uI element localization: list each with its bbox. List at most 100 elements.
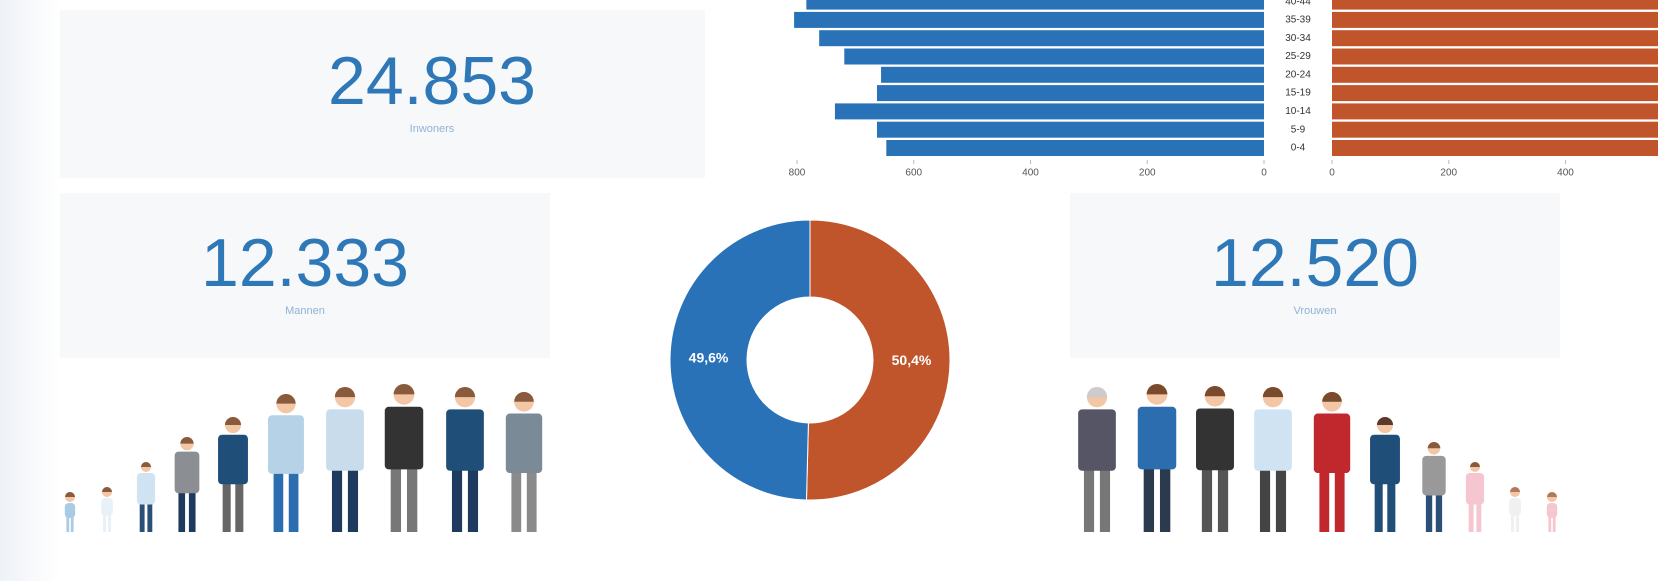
person-body	[1509, 498, 1521, 516]
person-leg	[452, 467, 462, 532]
person-leg	[1476, 501, 1481, 533]
person-leg	[1426, 492, 1432, 533]
bar	[835, 103, 1264, 119]
page: 24.853 Inwoners 12.333 Mannen 12.520 Vro…	[0, 0, 1658, 581]
person-body	[1254, 409, 1292, 470]
x-tick-label: 400	[1557, 168, 1574, 179]
person-leg	[1160, 465, 1170, 532]
person-hair	[276, 394, 295, 404]
person-leg	[1387, 480, 1395, 532]
person-leg	[140, 501, 145, 533]
person-leg	[1436, 492, 1442, 533]
person-leg	[189, 489, 196, 532]
person-hair	[180, 437, 193, 444]
dashboard: 24.853 Inwoners 12.333 Mannen 12.520 Vro…	[0, 0, 1658, 581]
bar	[1332, 0, 1658, 10]
bar	[1332, 85, 1658, 101]
person-leg	[274, 470, 284, 532]
person-leg	[147, 501, 152, 533]
person-hair	[1377, 417, 1393, 425]
person-body	[175, 452, 200, 494]
category-label: 15-19	[1285, 88, 1311, 99]
category-label: 20-24	[1285, 69, 1311, 80]
kpi-label: Vrouwen	[1293, 305, 1336, 317]
person-leg	[407, 465, 417, 532]
person-leg	[1144, 465, 1154, 532]
person-hair	[394, 384, 415, 394]
bar	[794, 12, 1264, 28]
person-leg	[1084, 467, 1094, 532]
person-leg	[178, 489, 185, 532]
person-leg	[391, 465, 401, 532]
bar	[886, 140, 1264, 156]
person-leg	[332, 467, 342, 532]
person-leg	[1202, 466, 1212, 532]
person-body	[1466, 473, 1484, 505]
person-leg	[468, 467, 478, 532]
person-hair	[1547, 492, 1557, 497]
bar	[844, 49, 1264, 65]
bar	[806, 0, 1264, 10]
person-leg	[1260, 467, 1270, 532]
person-body	[218, 435, 248, 485]
kpi-value: 12.333	[201, 225, 409, 301]
person-leg	[289, 470, 299, 532]
person-body	[1547, 503, 1557, 518]
kpi-label: Inwoners	[410, 123, 455, 135]
person-hair	[1322, 392, 1342, 402]
person-body	[1370, 435, 1400, 485]
person-leg	[511, 469, 521, 532]
person-hair	[225, 417, 241, 425]
x-tick-label: 800	[789, 168, 806, 179]
person-hair	[335, 387, 355, 397]
person-leg	[1319, 469, 1329, 532]
person-leg	[1276, 467, 1286, 532]
kpi-value: 24.853	[328, 43, 536, 119]
x-tick-label: 0	[1329, 168, 1335, 179]
person-leg	[1375, 480, 1383, 532]
bar	[1332, 12, 1658, 28]
person-leg	[1218, 466, 1228, 532]
category-label: 25-29	[1285, 51, 1311, 62]
person-leg	[223, 480, 231, 532]
person-hair	[65, 492, 75, 497]
person-leg	[1335, 469, 1345, 532]
category-label: 10-14	[1285, 106, 1311, 117]
x-tick-label: 400	[1022, 168, 1039, 179]
kpi-label: Mannen	[285, 305, 325, 317]
bar	[1332, 67, 1658, 83]
x-tick-label: 200	[1440, 168, 1457, 179]
person-hair	[1263, 387, 1283, 397]
bar	[1332, 140, 1658, 156]
person-body	[1422, 456, 1445, 496]
category-label: 35-39	[1285, 15, 1311, 26]
x-tick-label: 200	[1139, 168, 1156, 179]
bar	[1332, 30, 1658, 46]
bar	[877, 122, 1264, 138]
person-hair	[102, 487, 112, 492]
person-body	[385, 407, 423, 470]
category-label: 5-9	[1291, 124, 1306, 135]
person-hair	[1510, 487, 1520, 492]
x-tick-label: 600	[905, 168, 922, 179]
person-body	[326, 409, 364, 470]
person-body	[1138, 407, 1176, 470]
bar	[819, 30, 1264, 46]
person-body	[137, 473, 155, 505]
person-hair	[1147, 384, 1168, 394]
person-leg	[1100, 467, 1110, 532]
person-hair	[1428, 442, 1441, 448]
person-body	[65, 503, 75, 518]
person-body	[506, 414, 542, 473]
data-label: 49,6%	[689, 349, 729, 365]
person-body	[101, 498, 113, 516]
person-body	[1196, 408, 1234, 470]
person-leg	[1469, 501, 1474, 533]
kpi-value: 12.520	[1211, 225, 1419, 301]
data-label: 50,4%	[892, 352, 932, 368]
person-body	[268, 415, 304, 474]
person-hair	[1470, 462, 1480, 467]
x-tick-label: 0	[1261, 168, 1267, 179]
category-label: 40-44	[1285, 0, 1311, 7]
bar	[1332, 49, 1658, 65]
